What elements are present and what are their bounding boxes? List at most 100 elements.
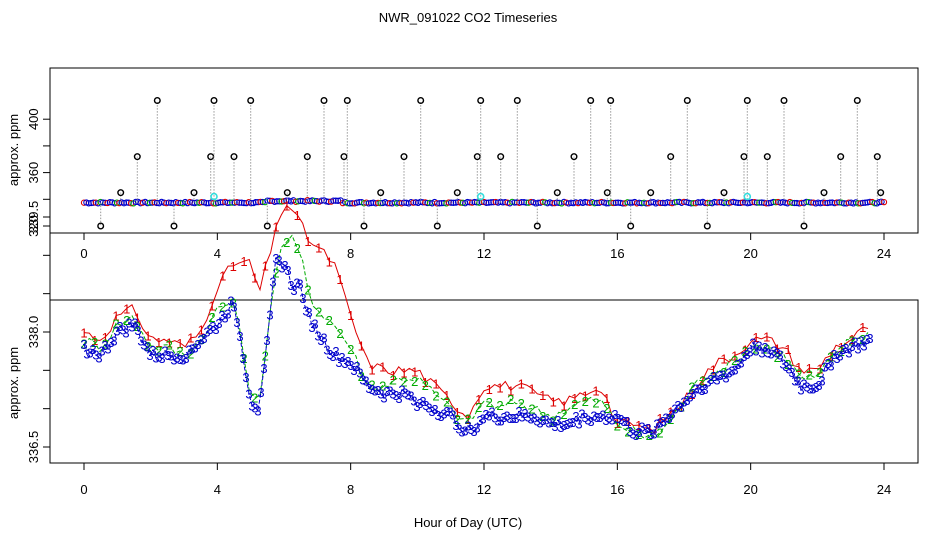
bottom-series-3-point: 3 xyxy=(680,395,687,410)
bottom-series-3-point: 3 xyxy=(233,315,240,330)
bottom-series-2-point: 2 xyxy=(347,342,354,357)
bottom-series-1-point: 1 xyxy=(272,219,279,234)
bottom-series-2-point: 2 xyxy=(283,235,290,250)
bottom-series-2-point: 2 xyxy=(134,319,141,334)
bottom-series-3-point: 3 xyxy=(404,388,411,403)
bottom-series-2-point: 2 xyxy=(742,344,749,359)
bottom-series-3-point: 3 xyxy=(353,359,360,374)
top-y-axis: 320 360 400 xyxy=(26,108,51,237)
top-spike-point xyxy=(117,189,125,197)
bottom-series-2-point: 2 xyxy=(486,395,493,410)
bottom-series-3-point: 3 xyxy=(809,382,816,397)
bottom-series-1-point: 1 xyxy=(795,360,802,375)
bottom-series-3-point: 3 xyxy=(443,404,450,419)
bottom-series-3-point: 3 xyxy=(272,251,279,266)
bottom-series-2-point: 2 xyxy=(102,337,109,352)
bottom-series-3-point: 3 xyxy=(857,333,864,348)
bottom-series-3-point: 3 xyxy=(563,417,570,432)
bottom-series-3-point: 3 xyxy=(863,332,870,347)
bottom-series-1-point: 1 xyxy=(635,418,642,433)
bottom-series-3-point: 3 xyxy=(617,412,624,427)
bottom-series-3-point: 3 xyxy=(623,414,630,429)
bottom-series-3-point: 3 xyxy=(827,358,834,373)
bottom-series-3-point: 3 xyxy=(803,380,810,395)
bottom-series-3-point: 3 xyxy=(731,363,738,378)
bottom-series-1-point: 1 xyxy=(422,375,429,390)
bottom-series-2-point: 2 xyxy=(667,412,674,427)
bottom-series-3-point: 3 xyxy=(530,410,537,425)
bottom-series-3-point: 3 xyxy=(788,365,795,380)
bottom-series-3-point: 3 xyxy=(650,427,657,442)
bottom-series-3-point: 3 xyxy=(554,413,561,428)
bottom-series-3-point: 3 xyxy=(428,404,435,419)
bottom-series-3-point: 3 xyxy=(683,393,690,408)
bottom-series-3-point: 3 xyxy=(605,410,612,425)
bottom-series-3-point: 3 xyxy=(275,253,282,268)
bottom-series-2-point: 2 xyxy=(454,412,461,427)
bottom-series-2-point: 2 xyxy=(240,351,247,366)
bottom-series-3-point: 3 xyxy=(149,343,156,358)
bottom-series-3-point: 3 xyxy=(206,322,213,337)
bottom-series-3-point: 3 xyxy=(146,348,153,363)
bottom-series-3-point: 3 xyxy=(584,412,591,427)
bottom-series-2-point: 2 xyxy=(507,392,514,407)
bottom-series-3-point: 3 xyxy=(503,409,510,424)
bottom-series-3-point: 3 xyxy=(410,393,417,408)
bottom-x-tick-label: 20 xyxy=(743,482,757,497)
top-spike-point xyxy=(247,96,255,104)
top-x-tick-label: 20 xyxy=(743,246,757,261)
top-spike-point xyxy=(453,189,461,197)
bottom-series-3-point: 3 xyxy=(506,411,513,426)
top-sample-point xyxy=(878,198,885,205)
bottom-series-2-point: 2 xyxy=(475,400,482,415)
bottom-series-3-point: 3 xyxy=(110,334,117,349)
bottom-series-1-point: 1 xyxy=(230,259,237,274)
bottom-series-3-point: 3 xyxy=(830,347,837,362)
top-spike-point xyxy=(320,96,328,104)
bottom-series-3-point: 3 xyxy=(383,384,390,399)
bottom-series-3-point: 3 xyxy=(101,338,108,353)
bottom-series-1-point: 1 xyxy=(390,368,397,383)
bottom-series-3-point: 3 xyxy=(248,398,255,413)
bottom-series-3-point: 3 xyxy=(221,311,228,326)
bottom-series-3-point: 3 xyxy=(401,386,408,401)
top-reference-point xyxy=(210,192,218,201)
bottom-series-3-point: 3 xyxy=(620,414,627,429)
bottom-series-1-point: 1 xyxy=(379,359,386,374)
bottom-series-3-point: 3 xyxy=(509,411,516,426)
bottom-y-tick-label: 339.5 xyxy=(26,201,41,234)
bottom-series-3-point: 3 xyxy=(164,348,171,363)
bottom-series-3-point: 3 xyxy=(113,324,120,339)
bottom-series-3-point: 3 xyxy=(716,368,723,383)
bottom-series-3-point: 3 xyxy=(302,304,309,319)
bottom-series-2-point: 2 xyxy=(859,332,866,347)
bottom-series-2-point: 2 xyxy=(528,402,535,417)
bottom-y-axis: 336.5 338.0 339.5 xyxy=(26,201,51,463)
bottom-series-3-point: 3 xyxy=(446,404,453,419)
bottom-series-3-point: 3 xyxy=(215,316,222,331)
bottom-series-3-point: 3 xyxy=(521,406,528,421)
bottom-series-1-point: 1 xyxy=(294,208,301,223)
top-spike-point xyxy=(800,222,808,230)
bottom-series-2-point: 2 xyxy=(731,353,738,368)
bottom-series-3-point: 3 xyxy=(581,410,588,425)
bottom-series-2-point: 2 xyxy=(176,344,183,359)
bottom-series-3-point: 3 xyxy=(416,396,423,411)
bottom-series-1-point: 1 xyxy=(486,382,493,397)
bottom-series-1-point: 1 xyxy=(91,333,98,348)
bottom-series-3-point: 3 xyxy=(773,346,780,361)
bottom-series-3-point: 3 xyxy=(485,409,492,424)
bottom-series-2-point: 2 xyxy=(752,341,759,356)
top-spike-point xyxy=(627,222,635,230)
bottom-series-1-point: 1 xyxy=(262,258,269,273)
bottom-series-3-point: 3 xyxy=(575,416,582,431)
bottom-series-3-point: 3 xyxy=(791,373,798,388)
bottom-series-3-point: 3 xyxy=(344,354,351,369)
top-spike-point xyxy=(133,153,141,161)
bottom-series-2-point: 2 xyxy=(198,332,205,347)
bottom-series-3-point: 3 xyxy=(242,370,249,385)
top-spike-point xyxy=(513,96,521,104)
top-spike-point xyxy=(720,189,728,197)
bottom-series-3-point: 3 xyxy=(686,389,693,404)
